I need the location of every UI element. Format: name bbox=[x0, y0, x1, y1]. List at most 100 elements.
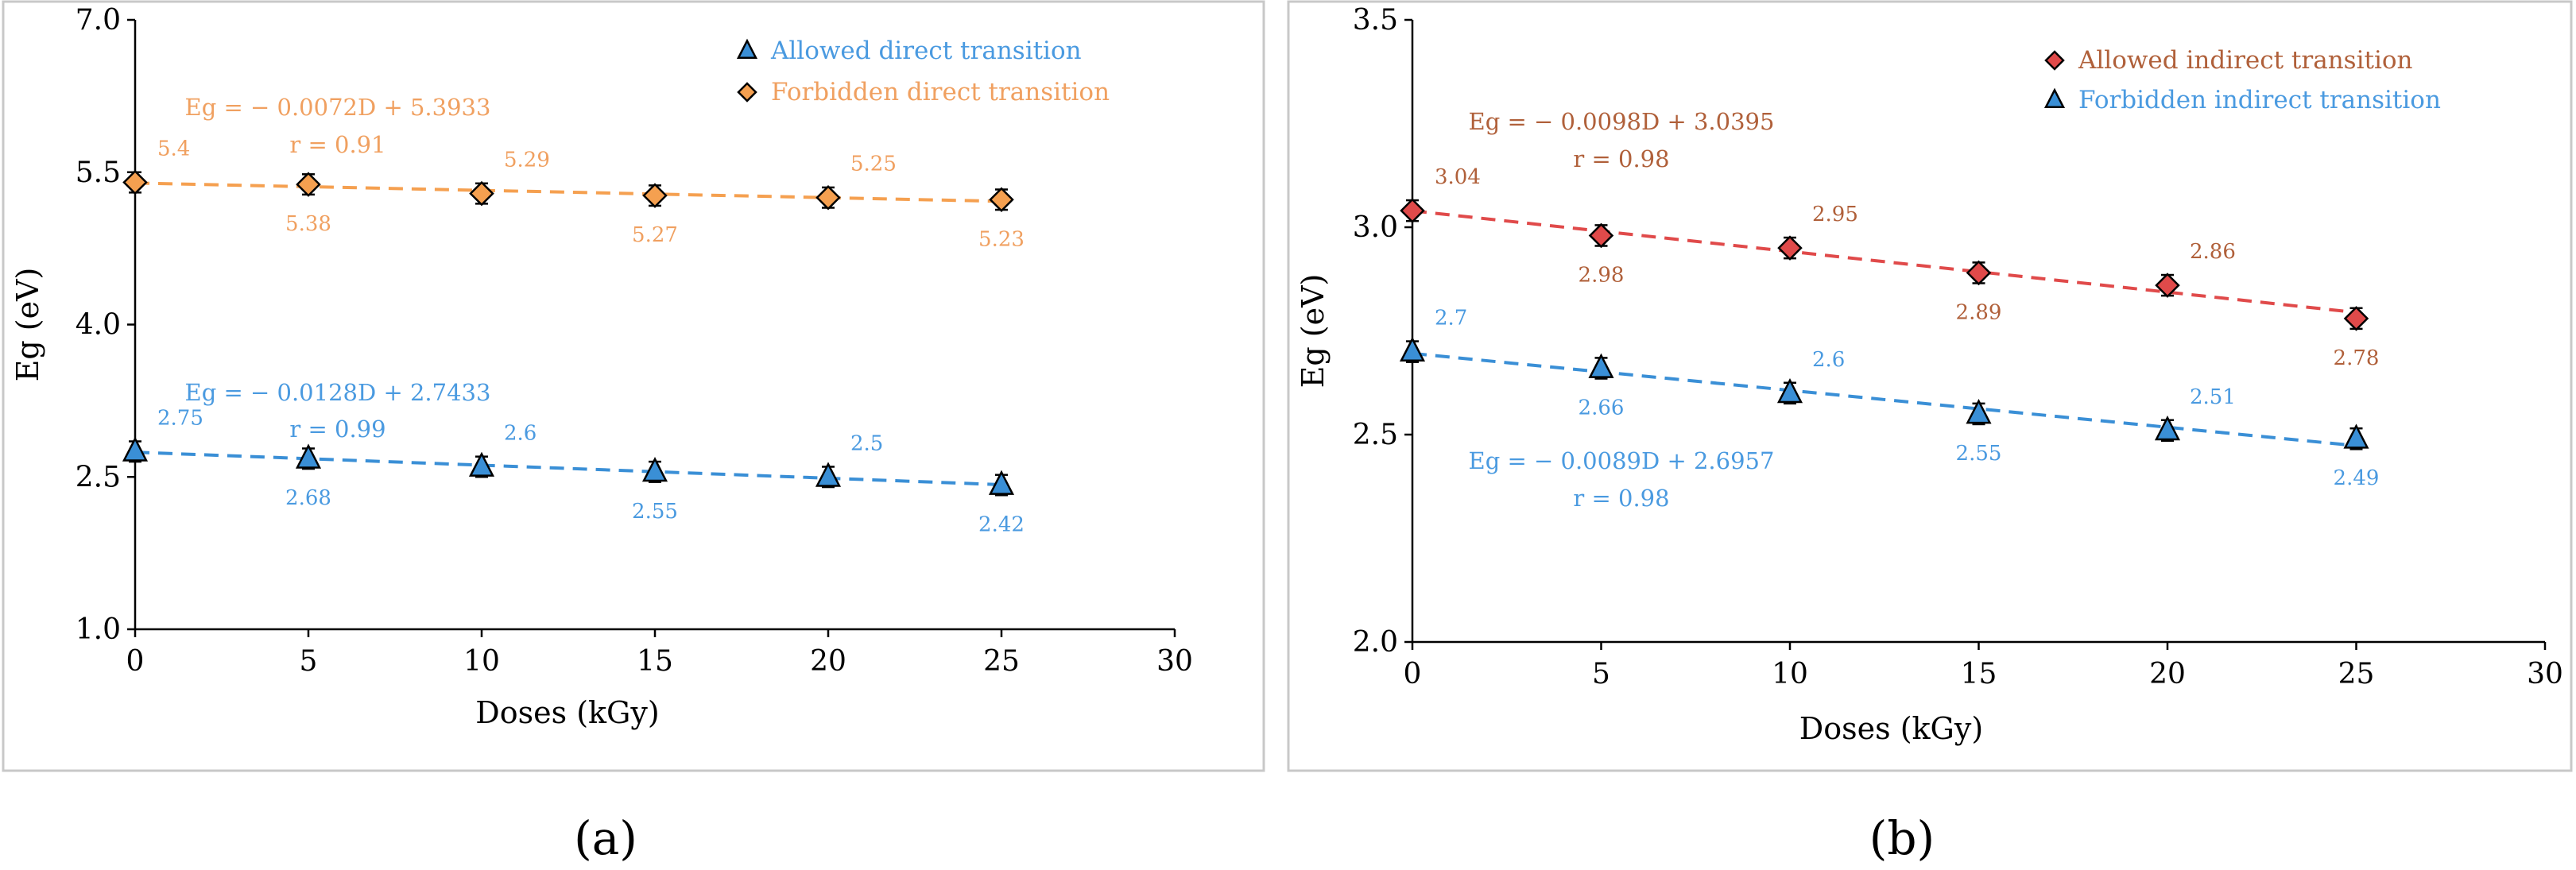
data-label: 5.25 bbox=[850, 153, 897, 176]
series-allowed-indirect-transition: 3.04 2.98 2.95 2.89 2.86 2.78 bbox=[1400, 165, 2380, 370]
data-point bbox=[1966, 399, 1992, 424]
y-axis-label: Eg (eV) bbox=[1296, 274, 1331, 389]
trendline bbox=[1412, 351, 2357, 447]
data-label: 2.78 bbox=[2334, 346, 2380, 370]
data-point bbox=[988, 470, 1015, 495]
data-point bbox=[1588, 222, 1614, 249]
data-point bbox=[642, 183, 668, 208]
x-tick-label: 20 bbox=[810, 645, 846, 678]
y-axis-label: Eg (eV) bbox=[10, 268, 45, 382]
trendline bbox=[134, 181, 1002, 203]
data-point bbox=[2154, 415, 2181, 441]
data-label: 2.55 bbox=[632, 500, 678, 524]
trendline bbox=[1412, 209, 2357, 315]
data-point bbox=[815, 462, 842, 487]
chart-frame bbox=[2, 0, 1265, 772]
fit-r-value: r = 0.99 bbox=[289, 416, 385, 443]
data-label: 2.42 bbox=[978, 512, 1025, 536]
data-point bbox=[2343, 423, 2369, 449]
legend-marker bbox=[2043, 87, 2066, 109]
fit-equation: Eg = − 0.0089D + 2.6957 bbox=[1469, 447, 1775, 474]
x-tick-label: 0 bbox=[126, 645, 145, 678]
data-point bbox=[1400, 198, 1425, 223]
x-tick-label: 5 bbox=[300, 645, 318, 678]
data-point bbox=[2155, 273, 2180, 298]
legend-entry: Allowed indirect transition bbox=[2078, 46, 2413, 75]
data-label: 5.27 bbox=[632, 223, 678, 247]
chart-frame bbox=[1287, 0, 2573, 772]
data-point bbox=[641, 457, 668, 482]
data-point bbox=[1399, 336, 1426, 362]
data-point bbox=[296, 172, 321, 197]
x-axis-label: Doses (kGy) bbox=[475, 695, 659, 730]
x-tick-label: 10 bbox=[1772, 658, 1808, 690]
y-tick-label: 4.0 bbox=[76, 309, 121, 342]
data-point bbox=[1966, 260, 1992, 286]
fit-equation: Eg = − 0.0128D + 2.7433 bbox=[185, 379, 491, 406]
data-label: 3.04 bbox=[1435, 165, 1481, 189]
legend-entry: Allowed direct transition bbox=[770, 37, 1082, 65]
fit-r-value: r = 0.98 bbox=[1573, 485, 1669, 512]
x-tick-label: 5 bbox=[1592, 658, 1610, 690]
x-tick-label: 20 bbox=[2149, 658, 2186, 690]
y-tick-label: 5.5 bbox=[76, 157, 121, 189]
data-label: 2.98 bbox=[1579, 263, 1625, 287]
data-label: 5.4 bbox=[157, 137, 190, 161]
data-label: 5.23 bbox=[978, 227, 1025, 251]
data-point bbox=[122, 169, 148, 195]
y-tick-label: 3.5 bbox=[1353, 4, 1398, 37]
chart-b: 2.0 2.5 3.0 3.5 0 5 10 15 20 25 30 Doses (kGy) Eg (e… bbox=[1287, 0, 2573, 865]
x-tick-label: 0 bbox=[1404, 658, 1422, 690]
panel-label: (b) bbox=[1869, 811, 1935, 865]
fit-r-value: r = 0.98 bbox=[1573, 145, 1669, 172]
series-forbidden-direct-transition: 5.4 5.38 5.29 5.27 5.25 5.23 bbox=[122, 137, 1025, 251]
fit-r-value: r = 0.91 bbox=[289, 131, 385, 158]
data-point bbox=[989, 187, 1014, 213]
y-tick-label: 3.0 bbox=[1353, 211, 1398, 244]
x-tick-label: 30 bbox=[2527, 658, 2563, 690]
panel-label: (a) bbox=[574, 811, 637, 865]
data-label: 2.6 bbox=[504, 421, 537, 445]
legend-marker bbox=[737, 82, 757, 102]
y-tick-label: 1.0 bbox=[76, 613, 121, 646]
data-label: 2.51 bbox=[2190, 385, 2236, 409]
legend-entry: Forbidden direct transition bbox=[771, 78, 1110, 106]
legend-marker bbox=[736, 38, 758, 60]
trendline bbox=[134, 450, 1002, 487]
x-tick-label: 25 bbox=[2338, 658, 2375, 690]
data-label: 2.49 bbox=[2334, 466, 2380, 490]
data-label: 2.86 bbox=[2190, 240, 2236, 264]
data-label: 2.68 bbox=[285, 486, 331, 510]
y-tick-label: 2.5 bbox=[76, 461, 121, 493]
x-tick-label: 15 bbox=[637, 645, 673, 678]
data-label: 2.55 bbox=[1956, 442, 2002, 466]
series-forbidden-indirect-transition: 2.7 2.66 2.6 2.55 2.51 2.49 bbox=[1399, 307, 2380, 490]
data-label: 5.38 bbox=[285, 212, 331, 236]
data-label: 2.95 bbox=[1812, 203, 1858, 226]
data-point bbox=[1588, 353, 1614, 378]
series-allowed-direct-transition: 2.75 2.68 2.6 2.55 2.5 2.42 bbox=[122, 406, 1025, 536]
data-label: 2.89 bbox=[1956, 300, 2002, 324]
legend-entry: Forbidden indirect transition bbox=[2078, 86, 2441, 114]
data-point bbox=[1777, 235, 1803, 261]
fit-equation: Eg = − 0.0072D + 5.3933 bbox=[185, 94, 491, 121]
chart-a: 1.0 2.5 4.0 5.5 7.0 0 5 10 15 20 25 30 Doses (kGy) Eg… bbox=[2, 0, 1265, 865]
x-tick-label: 15 bbox=[1961, 658, 1997, 690]
data-label: 5.29 bbox=[504, 149, 550, 172]
data-label: 2.66 bbox=[1579, 396, 1625, 420]
data-point bbox=[815, 184, 841, 211]
x-tick-label: 30 bbox=[1156, 645, 1193, 678]
y-tick-label: 7.0 bbox=[76, 4, 121, 37]
data-point bbox=[122, 436, 149, 462]
data-point bbox=[295, 443, 322, 469]
data-label: 2.7 bbox=[1435, 307, 1467, 331]
data-point bbox=[469, 180, 494, 207]
x-axis-label: Doses (kGy) bbox=[1799, 711, 1983, 746]
data-label: 2.5 bbox=[850, 431, 883, 455]
data-point bbox=[2343, 306, 2369, 331]
data-label: 2.75 bbox=[157, 406, 203, 430]
y-tick-label: 2.0 bbox=[1353, 626, 1398, 659]
legend-marker bbox=[2044, 50, 2065, 71]
x-tick-label: 10 bbox=[463, 645, 500, 678]
data-point bbox=[468, 451, 495, 477]
